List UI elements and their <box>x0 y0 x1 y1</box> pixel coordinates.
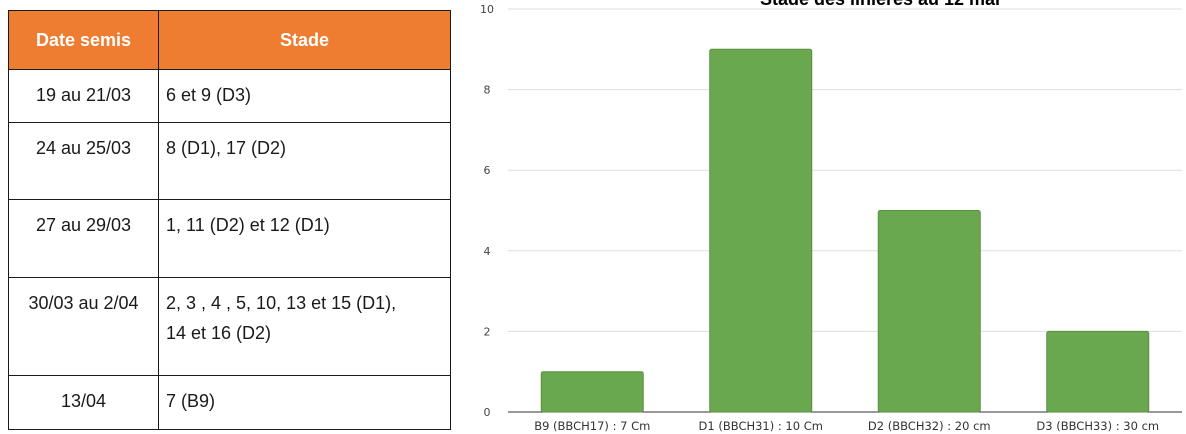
bar <box>709 48 813 413</box>
chart-svg: 0 2 4 6 8 10 B9 (BBCH17) : 7 Cm D1 (BBCH31) : 1… <box>480 0 1182 433</box>
table-row: 27 au 29/03 1, 11 (D2) et 12 (D1) <box>8 199 451 278</box>
stage-bar-chart: 0 2 4 6 8 10 B9 (BBCH17) : 7 Cm D1 (BBCH31) : 1… <box>470 0 1186 434</box>
y-tick-label: 0 <box>484 406 491 419</box>
cell-stage-line: 8 (D1), 17 (D2) <box>166 138 287 158</box>
y-tick-label: 8 <box>484 84 491 97</box>
x-tick-label: D3 (BBCH33) : 30 cm <box>1036 419 1159 433</box>
cell-stage: 2, 3 , 4 , 5, 10, 13 et 15 (D1), 14 et 16… <box>158 277 451 376</box>
table-row: 19 au 21/03 6 et 9 (D3) <box>8 69 451 123</box>
cell-stage-line: 6 et 9 (D3) <box>166 85 252 105</box>
cell-date: 27 au 29/03 <box>8 199 159 278</box>
x-tick-label: D1 (BBCH31) : 10 Cm <box>699 419 823 433</box>
table-header-row: Date semis Stade <box>8 10 451 70</box>
table-row: 24 au 25/03 8 (D1), 17 (D2) <box>8 122 451 200</box>
y-tick-label: 4 <box>484 245 491 258</box>
y-tick-label: 6 <box>484 164 491 177</box>
bar <box>540 371 644 413</box>
cell-stage: 6 et 9 (D3) <box>158 69 451 123</box>
cell-stage: 1, 11 (D2) et 12 (D1) <box>158 199 451 278</box>
chart-title: Stade des linières au 12 mai <box>760 0 1000 9</box>
table-row: 13/04 7 (B9) <box>8 375 451 430</box>
cell-stage-line: 7 (B9) <box>166 391 216 411</box>
cell-date: 30/03 au 2/04 <box>8 277 159 376</box>
cell-stage: 7 (B9) <box>158 375 451 430</box>
cell-date: 13/04 <box>8 375 159 430</box>
cell-stage-line: 14 et 16 (D2) <box>166 323 272 343</box>
bar-layer <box>540 48 1150 413</box>
y-tick-label: 2 <box>484 325 491 338</box>
header-date: Date semis <box>8 10 159 70</box>
header-stage: Stade <box>158 10 451 70</box>
table-row: 30/03 au 2/04 2, 3 , 4 , 5, 10, 13 et 15… <box>8 277 451 376</box>
bar <box>877 210 981 413</box>
sowing-stage-table: Date semis Stade 19 au 21/03 6 et 9 (D3)… <box>8 10 451 430</box>
cell-date: 19 au 21/03 <box>8 69 159 123</box>
cell-stage: 8 (D1), 17 (D2) <box>158 122 451 200</box>
cell-stage-line: 1, 11 (D2) et 12 (D1) <box>166 215 330 235</box>
x-tick-label: B9 (BBCH17) : 7 Cm <box>534 419 650 433</box>
cell-stage-line: 2, 3 , 4 , 5, 10, 13 et 15 (D1), <box>166 293 397 313</box>
label-layer: 0 2 4 6 8 10 B9 (BBCH17) : 7 Cm D1 (BBCH31) : 1… <box>480 3 1159 433</box>
cell-date: 24 au 25/03 <box>8 122 159 200</box>
x-tick-label: D2 (BBCH32) : 20 cm <box>868 419 991 433</box>
y-tick-label: 10 <box>480 3 494 16</box>
bar <box>1046 330 1150 413</box>
